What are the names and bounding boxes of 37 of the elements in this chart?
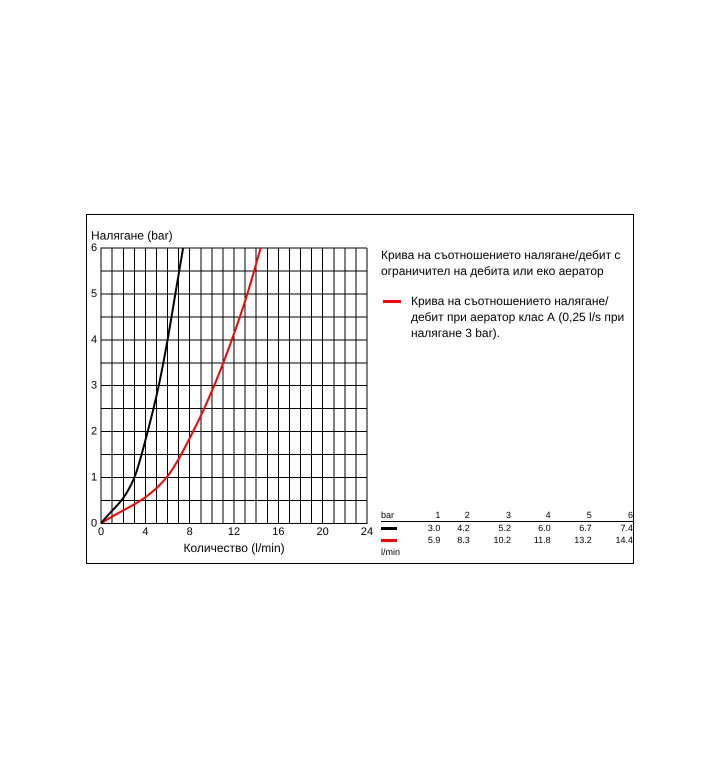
text: 7.4 bbox=[619, 522, 633, 534]
text: 6 bbox=[592, 509, 633, 522]
y-axis-title: Налягане (bar) bbox=[91, 228, 173, 242]
text: 4.2 bbox=[456, 522, 470, 534]
text: 4 bbox=[511, 509, 551, 522]
text: 6.0 bbox=[537, 522, 551, 534]
x-axis-title: Количество (l/min) bbox=[184, 541, 285, 556]
text: 5.9 bbox=[426, 534, 440, 546]
legend-title: Крива на съотношението налягане/дебит с ограничител на дебита или еко аератор bbox=[381, 247, 622, 279]
text: 8.3 bbox=[456, 534, 470, 546]
text: 2 bbox=[440, 509, 470, 522]
text: l/min bbox=[381, 546, 402, 558]
text: 3 bbox=[470, 509, 511, 522]
text: 3.0 bbox=[426, 522, 440, 534]
text: 10.2 bbox=[492, 534, 511, 546]
text: 5 bbox=[550, 509, 592, 522]
y-tick-label: 4 bbox=[90, 334, 98, 346]
x-tick-label: 20 bbox=[316, 526, 329, 538]
x-tick-label: 12 bbox=[228, 526, 240, 538]
text: bar bbox=[381, 509, 411, 522]
text: 5.2 bbox=[497, 522, 511, 534]
y-tick-label: 6 bbox=[90, 242, 98, 254]
text: 13.2 bbox=[573, 534, 592, 546]
y-tick-label: 1 bbox=[90, 472, 98, 484]
legend-label: Крива на съотношението налягане/дебит при аератор клас А (0,25 l/s при налягане 3 bar). bbox=[411, 293, 626, 341]
y-tick-label: 0 bbox=[90, 517, 98, 530]
x-tick-label: 4 bbox=[142, 526, 148, 538]
y-tick-label: 3 bbox=[90, 380, 98, 392]
text: 1 bbox=[411, 509, 440, 522]
x-tick-label: 24 bbox=[360, 526, 374, 538]
y-tick-label: 5 bbox=[90, 288, 98, 300]
y-tick-label: 2 bbox=[90, 426, 98, 438]
text: 6.7 bbox=[578, 522, 592, 534]
x-tick-label: 8 bbox=[186, 526, 193, 538]
text: 11.8 bbox=[532, 534, 551, 546]
text: 14.4 bbox=[614, 534, 633, 546]
x-tick-label: 16 bbox=[272, 526, 284, 538]
